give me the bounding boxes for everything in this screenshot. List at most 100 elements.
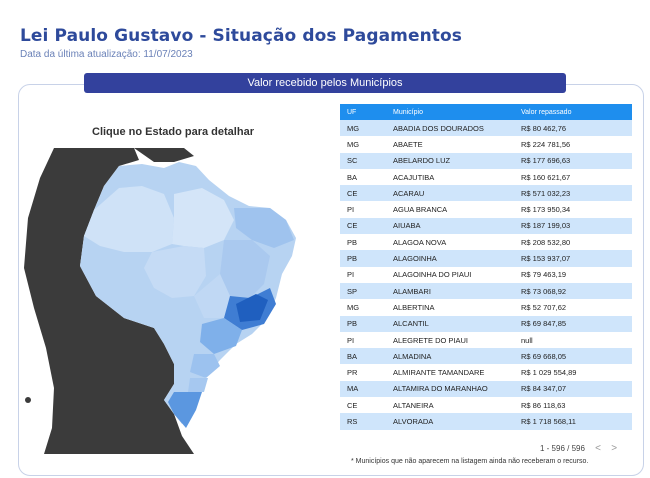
cell-valor: R$ 173 950,34	[514, 201, 632, 218]
next-page-button[interactable]: >	[611, 443, 618, 454]
state-pa[interactable]	[172, 188, 234, 248]
table-row[interactable]: PR ALMIRANTE TAMANDARE R$ 1 029 554,89	[340, 364, 632, 381]
state-mt[interactable]	[144, 246, 206, 298]
column-header-municipio[interactable]: Município	[386, 104, 514, 120]
table-row[interactable]: PB ALAGOINHA R$ 153 937,07	[340, 250, 632, 267]
cell-valor: R$ 86 118,63	[514, 397, 632, 414]
cell-municipio: ABELARDO LUZ	[386, 152, 514, 169]
cell-valor: R$ 79 463,19	[514, 266, 632, 283]
table-row[interactable]: CE AIUABA R$ 187 199,03	[340, 217, 632, 235]
cell-uf: PB	[340, 234, 386, 251]
column-header-uf[interactable]: UF	[340, 104, 386, 120]
prev-page-button[interactable]: <	[595, 443, 601, 454]
state-am[interactable]	[84, 186, 174, 252]
table-row[interactable]: MA ALTAMIRA DO MARANHAO R$ 84 347,07	[340, 380, 632, 398]
cell-uf: PI	[340, 331, 386, 349]
cell-valor: R$ 153 937,07	[514, 250, 632, 267]
table-row[interactable]: BA ALMADINA R$ 69 668,05	[340, 348, 632, 365]
cell-municipio: ALVORADA	[386, 413, 514, 430]
cell-uf: PI	[340, 201, 386, 218]
state-go[interactable]	[194, 274, 230, 318]
cell-municipio: ABAETE	[386, 136, 514, 153]
cell-valor: R$ 80 462,76	[514, 120, 632, 137]
cell-municipio: ALMADINA	[386, 348, 514, 365]
cell-valor: R$ 224 781,56	[514, 136, 632, 153]
cell-uf: RS	[340, 413, 386, 430]
table-row[interactable]: PB ALAGOA NOVA R$ 208 532,80	[340, 234, 632, 251]
cell-valor: R$ 160 621,67	[514, 168, 632, 186]
cell-municipio: AIUABA	[386, 217, 514, 235]
table-row[interactable]: RS ALVORADA R$ 1 718 568,11	[340, 413, 632, 430]
cell-uf: CE	[340, 397, 386, 414]
state-ba[interactable]	[220, 240, 270, 298]
table-row[interactable]: MG ABAETE R$ 224 781,56	[340, 136, 632, 153]
cell-municipio: AGUA BRANCA	[386, 201, 514, 218]
state-pr[interactable]	[190, 354, 220, 378]
page-title: Lei Paulo Gustavo - Situação dos Pagamen…	[20, 26, 463, 46]
state-ne[interactable]	[234, 208, 294, 248]
table-row[interactable]: CE ALTANEIRA R$ 86 118,63	[340, 397, 632, 414]
cell-municipio: ALCANTIL	[386, 315, 514, 332]
table-row[interactable]: PI ALEGRETE DO PIAUI null	[340, 331, 632, 349]
cell-municipio: ALAGOA NOVA	[386, 234, 514, 251]
cell-uf: BA	[340, 168, 386, 186]
state-sc[interactable]	[188, 378, 208, 392]
cell-municipio: ALMIRANTE TAMANDARE	[386, 364, 514, 381]
state-sp[interactable]	[200, 318, 242, 354]
cell-valor: R$ 69 668,05	[514, 348, 632, 365]
cell-municipio: ABADIA DOS DOURADOS	[386, 120, 514, 137]
cell-uf: SC	[340, 152, 386, 169]
cell-valor: R$ 571 032,23	[514, 185, 632, 202]
neighbor-countries-shape	[24, 148, 194, 454]
cell-municipio: ACAJUTIBA	[386, 168, 514, 186]
cell-valor: R$ 1 718 568,11	[514, 413, 632, 430]
cell-uf: PR	[340, 364, 386, 381]
cell-valor: R$ 208 532,80	[514, 234, 632, 251]
cell-uf: CE	[340, 217, 386, 235]
footnote: * Municípios que não aparecem na listage…	[351, 458, 589, 465]
table-row[interactable]: MG ABADIA DOS DOURADOS R$ 80 462,76	[340, 120, 632, 137]
pagination: 1 - 596 / 596 < >	[540, 443, 617, 454]
cell-uf: BA	[340, 348, 386, 365]
cell-uf: PB	[340, 315, 386, 332]
table-row[interactable]: PI ALAGOINHA DO PIAUI R$ 79 463,19	[340, 266, 632, 283]
cell-municipio: ALEGRETE DO PIAUI	[386, 331, 514, 349]
state-es[interactable]	[236, 294, 268, 322]
table-row[interactable]: BA ACAJUTIBA R$ 160 621,67	[340, 168, 632, 186]
cell-valor: R$ 187 199,03	[514, 217, 632, 235]
cell-uf: MG	[340, 120, 386, 137]
cell-uf: SP	[340, 282, 386, 300]
table-row[interactable]: PB ALCANTIL R$ 69 847,85	[340, 315, 632, 332]
cell-valor: R$ 73 068,92	[514, 282, 632, 300]
table-row[interactable]: PI AGUA BRANCA R$ 173 950,34	[340, 201, 632, 218]
pagination-range: 1 - 596 / 596	[540, 444, 585, 453]
cell-uf: PI	[340, 266, 386, 283]
table-row[interactable]: SP ALAMBARI R$ 73 068,92	[340, 282, 632, 300]
cell-municipio: ALTANEIRA	[386, 397, 514, 414]
municipalities-table: UF Município Valor repassado MG ABADIA DO…	[340, 104, 632, 442]
table-row[interactable]: MG ALBERTINA R$ 52 707,62	[340, 299, 632, 316]
cell-uf: CE	[340, 185, 386, 202]
state-rs[interactable]	[168, 392, 202, 428]
cell-uf: MG	[340, 299, 386, 316]
cell-municipio: ALAGOINHA DO PIAUI	[386, 266, 514, 283]
cell-uf: PB	[340, 250, 386, 267]
brazil-map[interactable]	[24, 148, 306, 454]
cell-uf: MG	[340, 136, 386, 153]
north-dark-shape	[134, 148, 194, 162]
cell-uf: MA	[340, 380, 386, 398]
cell-municipio: ALAMBARI	[386, 282, 514, 300]
cell-municipio: ACARAU	[386, 185, 514, 202]
cell-valor: R$ 177 696,63	[514, 152, 632, 169]
cell-valor: R$ 52 707,62	[514, 299, 632, 316]
island-dot	[25, 397, 31, 403]
last-update-text: Data da última atualização: 11/07/2023	[20, 49, 193, 60]
column-header-valor[interactable]: Valor repassado	[514, 104, 632, 120]
table-row[interactable]: SC ABELARDO LUZ R$ 177 696,63	[340, 152, 632, 169]
cell-municipio: ALBERTINA	[386, 299, 514, 316]
table-row[interactable]: CE ACARAU R$ 571 032,23	[340, 185, 632, 202]
section-title-bar: Valor recebido pelos Municípios	[84, 73, 566, 93]
cell-valor: null	[514, 331, 632, 349]
cell-valor: R$ 69 847,85	[514, 315, 632, 332]
table-header-row: UF Município Valor repassado	[340, 104, 632, 120]
